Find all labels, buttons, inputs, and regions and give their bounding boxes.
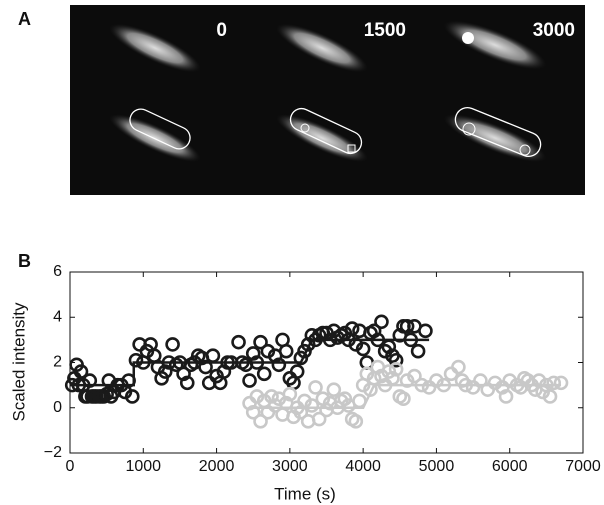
data-point [396, 391, 411, 407]
x-tick-label: 4000 [345, 458, 381, 475]
data-point [179, 375, 195, 391]
y-tick-label: −2 [44, 444, 62, 461]
data-point [282, 386, 298, 402]
x-tick-label: 2000 [199, 458, 235, 475]
y-tick-label: 6 [53, 263, 62, 280]
panel-label: B [18, 251, 31, 271]
y-axis-title: Scaled intensity [9, 302, 28, 422]
data-point [73, 364, 89, 379]
y-tick-label: 2 [53, 354, 62, 371]
data-point [410, 343, 426, 359]
frame-label: 1500 [364, 20, 406, 41]
data-point [231, 334, 246, 350]
data-point [388, 352, 404, 368]
data-point [253, 334, 268, 350]
data-point [388, 361, 404, 377]
data-point [242, 373, 257, 388]
data-point [498, 389, 514, 404]
data-point [311, 411, 327, 427]
data-point [399, 318, 415, 334]
data-point [128, 352, 144, 368]
data-point [418, 323, 433, 339]
data-point [165, 337, 180, 352]
data-point [451, 359, 466, 375]
data-point [546, 375, 561, 391]
x-axis-title: Time (s) [274, 484, 336, 503]
data-point [271, 357, 287, 373]
data-point [407, 368, 422, 384]
fit-line [70, 338, 430, 387]
y-tick-label: 4 [53, 308, 62, 325]
data-point [289, 364, 305, 379]
data-point [256, 366, 272, 382]
x-tick-label: 7000 [565, 458, 601, 475]
data-point [245, 404, 261, 420]
y-tick-label: 0 [53, 399, 62, 416]
x-tick-label: 0 [66, 458, 75, 475]
data-point [198, 359, 213, 375]
x-tick-label: 3000 [272, 458, 308, 475]
data-point [344, 321, 360, 336]
data-point [465, 380, 481, 395]
x-tick-label: 5000 [419, 458, 455, 475]
data-point [374, 314, 389, 330]
data-point [82, 373, 98, 388]
data-point [278, 343, 294, 359]
panel-label: A [18, 9, 31, 29]
frame-label: 3000 [533, 20, 575, 41]
cell-images [109, 20, 547, 162]
data-point [253, 414, 268, 429]
data-point [542, 389, 558, 404]
data-point [348, 414, 364, 429]
data-point [308, 380, 323, 395]
x-tick-label: 1000 [125, 458, 161, 475]
data-point [124, 389, 140, 404]
fit-line [249, 383, 562, 409]
data-point [355, 341, 371, 357]
frame-label: 0 [216, 20, 227, 41]
data-point [421, 380, 437, 395]
x-tick-label: 6000 [492, 458, 528, 475]
data-point [326, 382, 342, 397]
data-point [304, 398, 320, 413]
data-point [473, 373, 488, 388]
data-point [553, 375, 569, 391]
